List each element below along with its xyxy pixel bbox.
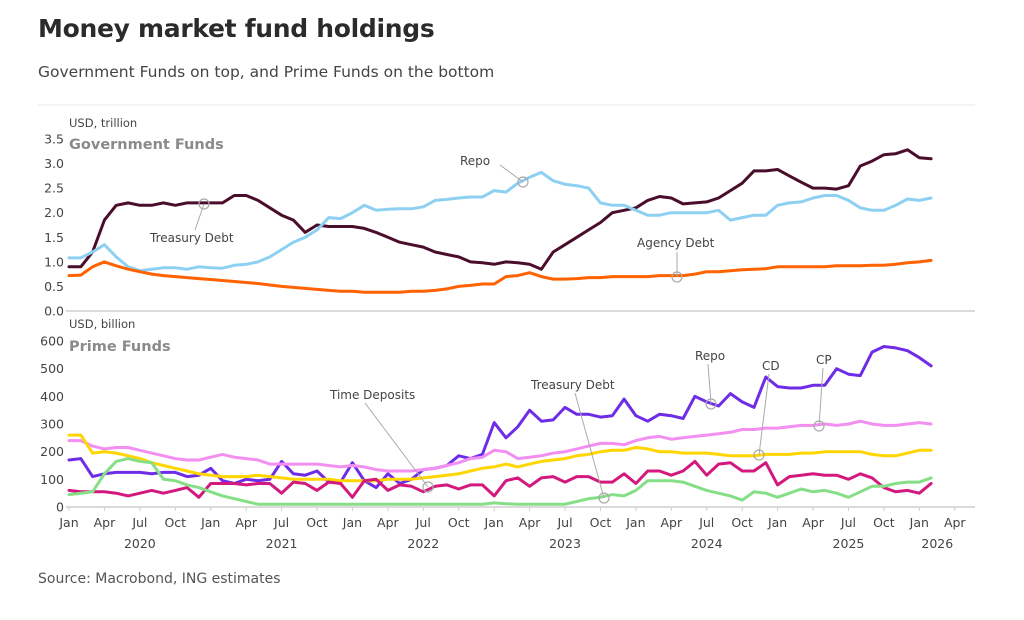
prime-treasury-debt-annotation-marker (598, 492, 610, 504)
prime-cp-annotation-leader (818, 367, 824, 427)
prime-funds-panel: USD, billion Prime Funds 0 100 200 300 400 50… (40, 317, 975, 551)
x-tick-label: Jul (556, 515, 572, 530)
x-tick-label: Oct (590, 515, 612, 530)
prime-cd-annotation-label: CD (762, 359, 780, 373)
x-tick-label: Jul (273, 515, 289, 530)
gov-y-tick-label: 1.5 (44, 230, 64, 245)
x-year-label: 2024 (691, 536, 723, 551)
x-year-label: 2023 (549, 536, 581, 551)
x-tick-label: Jan (342, 515, 362, 530)
x-tick-label: Oct (448, 515, 470, 530)
gov-y-tick-label: 3.0 (44, 156, 64, 171)
prime-y-tick-label: 500 (40, 361, 64, 376)
x-tick-label: Oct (306, 515, 328, 530)
government-funds-panel: USD, trillion Government Funds 0.0 0.5 1.0… (44, 116, 975, 319)
gov-agency-debt-annotation-label: Agency Debt (637, 236, 715, 250)
prime-time-deposits-annotation-marker (422, 481, 434, 493)
prime-cd-annotation-marker (753, 449, 765, 461)
prime-repo-annotation-marker (705, 398, 717, 410)
x-year-label: 2026 (921, 536, 953, 551)
prime-series-cd (67, 433, 933, 483)
x-year-label: 2021 (266, 536, 298, 551)
x-tick-label: Jan (484, 515, 504, 530)
x-tick-label: Apr (660, 515, 682, 530)
gov-agency-debt-annotation-marker (671, 271, 683, 283)
prime-y-tick-label: 200 (40, 444, 64, 459)
x-year-label: 2020 (124, 536, 156, 551)
gov-treasury-debt-annotation-label: Treasury Debt (149, 231, 234, 245)
x-tick-label: Jan (909, 515, 929, 530)
prime-treasury-debt-annotation-leader (574, 392, 605, 499)
x-tick-label: Apr (235, 515, 257, 530)
x-year-label: 2025 (833, 536, 865, 551)
prime-repo-annotation-label: Repo (695, 349, 725, 363)
prime-y-tick-label: 300 (40, 417, 64, 432)
prime-y-tick-label: 600 (40, 334, 64, 349)
gov-panel-title: Government Funds (69, 137, 224, 153)
x-tick-label: Apr (519, 515, 541, 530)
gov-y-tick-label: 0.0 (44, 304, 64, 319)
gov-y-tick-label: 2.5 (44, 181, 64, 196)
gov-treasury-debt-annotation-marker (198, 198, 210, 210)
prime-y-tick-label: 100 (40, 472, 64, 487)
x-tick-label: Jan (767, 515, 787, 530)
gov-repo-annotation-label: Repo (460, 154, 490, 168)
gov-series-agency-debt (67, 258, 933, 294)
source-note: Source: Macrobond, ING estimates (38, 571, 281, 587)
chart-subtitle: Government Funds on top, and Prime Funds… (38, 63, 495, 81)
gov-treasury-debt-annotation-leader (194, 203, 205, 231)
x-tick-label: Jul (415, 515, 431, 530)
prime-unit-label: USD, billion (69, 317, 135, 331)
prime-y-tick-label: 0 (56, 500, 64, 515)
x-tick-label: Oct (731, 515, 753, 530)
prime-cd-annotation-leader (758, 373, 770, 456)
prime-y-tick-label: 400 (40, 389, 64, 404)
x-tick-label: Jul (131, 515, 147, 530)
x-tick-label: Apr (802, 515, 824, 530)
gov-series-treasury-debt (67, 148, 933, 271)
gov-y-tick-label: 2.0 (44, 205, 64, 220)
gov-repo-annotation-marker (517, 176, 529, 188)
gov-y-tick-label: 0.5 (44, 279, 64, 294)
prime-panel-title: Prime Funds (69, 339, 171, 355)
gov-repo-annotation-leader (499, 164, 524, 183)
chart-title: Money market fund holdings (38, 14, 435, 43)
prime-series-repo (67, 345, 933, 490)
x-tick-label: Jul (840, 515, 856, 530)
prime-series-treasury-debt (67, 459, 933, 499)
x-tick-label: Jul (698, 515, 714, 530)
prime-time-deposits-annotation-label: Time Deposits (329, 388, 415, 402)
x-tick-label: Apr (94, 515, 116, 530)
gov-y-tick-label: 1.0 (44, 254, 64, 269)
x-tick-label: Apr (377, 515, 399, 530)
gov-series-repo (67, 170, 933, 273)
gov-y-tick-label: 3.5 (44, 132, 64, 147)
prime-cp-annotation-marker (813, 420, 825, 432)
x-tick-label: Oct (164, 515, 186, 530)
x-tick-label: Jan (200, 515, 220, 530)
gov-unit-label: USD, trillion (69, 116, 137, 130)
x-tick-label: Oct (873, 515, 895, 530)
x-tick-label: Jan (625, 515, 645, 530)
prime-treasury-debt-annotation-label: Treasury Debt (530, 378, 615, 392)
x-tick-label: Jan (58, 515, 78, 530)
prime-cp-annotation-label: CP (816, 353, 832, 367)
x-year-label: 2022 (407, 536, 439, 551)
prime-series-cp (67, 419, 933, 473)
prime-repo-annotation-leader (707, 363, 712, 405)
prime-series-time-deposits (67, 457, 933, 506)
x-tick-label: Apr (944, 515, 966, 530)
prime-time-deposits-annotation-leader (364, 402, 429, 488)
